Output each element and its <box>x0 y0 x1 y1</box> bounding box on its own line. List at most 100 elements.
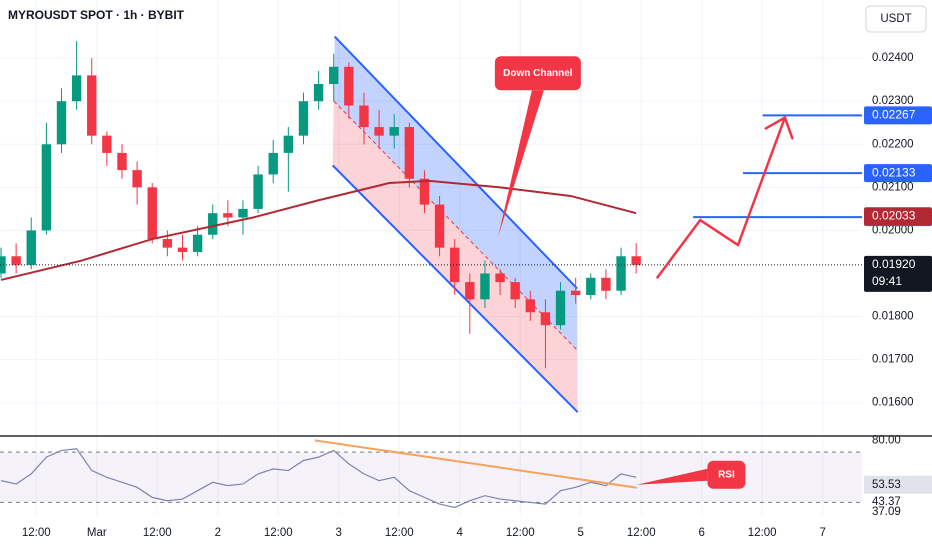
candle-body <box>147 187 157 240</box>
price-badge-label: 0.02267 <box>872 108 916 122</box>
price-badge-label: 0.02033 <box>872 208 916 222</box>
candle-body <box>555 290 566 326</box>
x-tick-label: 12:00 <box>506 527 535 539</box>
y-tick-label: 0.02300 <box>872 95 914 107</box>
candle-body <box>283 135 294 153</box>
candle-body <box>480 273 490 300</box>
candle-body <box>313 83 324 102</box>
candle-body <box>404 127 415 179</box>
candle-body <box>87 75 97 136</box>
callout-pointer <box>636 468 708 485</box>
candle-body <box>11 256 21 265</box>
candle-body <box>616 256 626 291</box>
candle-body <box>253 174 263 209</box>
candle-body <box>525 299 535 313</box>
price-badge <box>864 255 932 292</box>
currency: USDT <box>880 13 911 25</box>
candle-body <box>71 75 82 102</box>
candle-body <box>374 127 384 136</box>
candle-body <box>495 273 505 283</box>
candle-body <box>344 66 354 106</box>
candle-body <box>41 144 52 231</box>
candle-body <box>586 277 596 296</box>
channel-lower <box>331 164 579 413</box>
price-badge <box>864 164 932 183</box>
rsi-line <box>0 448 637 509</box>
candle-body <box>26 230 36 265</box>
y-tick-label: 0.02100 <box>872 181 914 193</box>
x-tick-label: 12:00 <box>627 527 656 539</box>
candle-body <box>102 135 112 153</box>
candle-body <box>389 127 399 136</box>
price-badge <box>864 207 932 226</box>
y-tick-label: 0.01800 <box>872 311 914 323</box>
x-tick-label: 4 <box>457 527 464 539</box>
candle-body <box>419 178 430 205</box>
candle-body <box>329 66 339 84</box>
candle-body <box>268 152 278 175</box>
candle-body <box>132 170 142 188</box>
x-tick-label: 3 <box>336 527 342 539</box>
rsi-tick-label: 37.09 <box>872 506 901 518</box>
candle-body <box>540 312 551 326</box>
x-tick-label: 12:00 <box>143 527 172 539</box>
x-tick-label: 12:00 <box>385 527 414 539</box>
rsi-trend <box>314 439 637 489</box>
callout-text: RSI <box>718 469 735 480</box>
candle-body <box>192 234 203 252</box>
callout-box <box>494 56 581 91</box>
candle-body <box>450 247 460 283</box>
moving-average <box>0 179 637 281</box>
candle-body <box>434 204 445 248</box>
candle-body <box>298 101 309 136</box>
candle-body <box>631 256 641 265</box>
x-tick-label: Mar <box>87 527 107 539</box>
chart-title: MYROUSDT SPOT · 1h · BYBIT <box>8 8 185 22</box>
y-tick-label: 0.02000 <box>872 224 914 236</box>
candle-body <box>208 213 218 235</box>
x-tick-label: 7 <box>819 527 825 539</box>
x-tick-label: 12:00 <box>748 527 777 539</box>
candle-body <box>570 290 581 296</box>
y-tick-label: 0.02400 <box>872 52 914 64</box>
candle-body <box>0 256 6 274</box>
y-tick-label: 0.01700 <box>872 354 914 366</box>
callout-box <box>707 460 746 489</box>
candle-body <box>601 277 611 291</box>
x-tick-label: 12:00 <box>22 527 51 539</box>
callout-pointer <box>498 90 544 237</box>
candle-body <box>223 213 233 218</box>
projection <box>655 117 787 279</box>
rsi-badge <box>864 475 932 494</box>
axes: 12:00 Mar 12:00 2 12:00 3 12:00 4 12:00 5 12:00 6 12… <box>22 52 932 539</box>
callout-text: Down Channel <box>503 68 573 79</box>
price-badge <box>864 106 932 125</box>
channel-mid <box>333 100 578 351</box>
x-tick-label: 6 <box>698 527 704 539</box>
arrow-head <box>764 116 787 130</box>
candle-body <box>117 152 127 171</box>
y-tick-label: 0.01600 <box>872 397 914 409</box>
rsi-tick-label: 43.37 <box>872 496 901 508</box>
candle-body <box>465 282 475 300</box>
x-tick-label: 12:00 <box>264 527 293 539</box>
y-tick-label: 0.02200 <box>872 138 914 150</box>
plot: Down Channel RSI <box>0 35 862 509</box>
candle-body <box>510 282 520 300</box>
candle-body <box>177 247 188 252</box>
x-tick-label: 2 <box>215 527 221 539</box>
candle-body <box>238 208 248 218</box>
candle-body <box>162 239 173 248</box>
candle-body <box>359 105 369 128</box>
x-tick-label: 5 <box>578 527 584 539</box>
candle-body <box>56 101 67 145</box>
arrow-head <box>783 116 794 140</box>
rsi-tick-label: 80.00 <box>872 434 901 446</box>
currency-box[interactable] <box>865 5 927 33</box>
price-badge-label: 0.01920 <box>872 257 916 271</box>
rsi-badge-label: 53.53 <box>872 479 901 491</box>
channel-upper <box>333 35 578 290</box>
price-badge-label: 0.02133 <box>872 165 916 179</box>
